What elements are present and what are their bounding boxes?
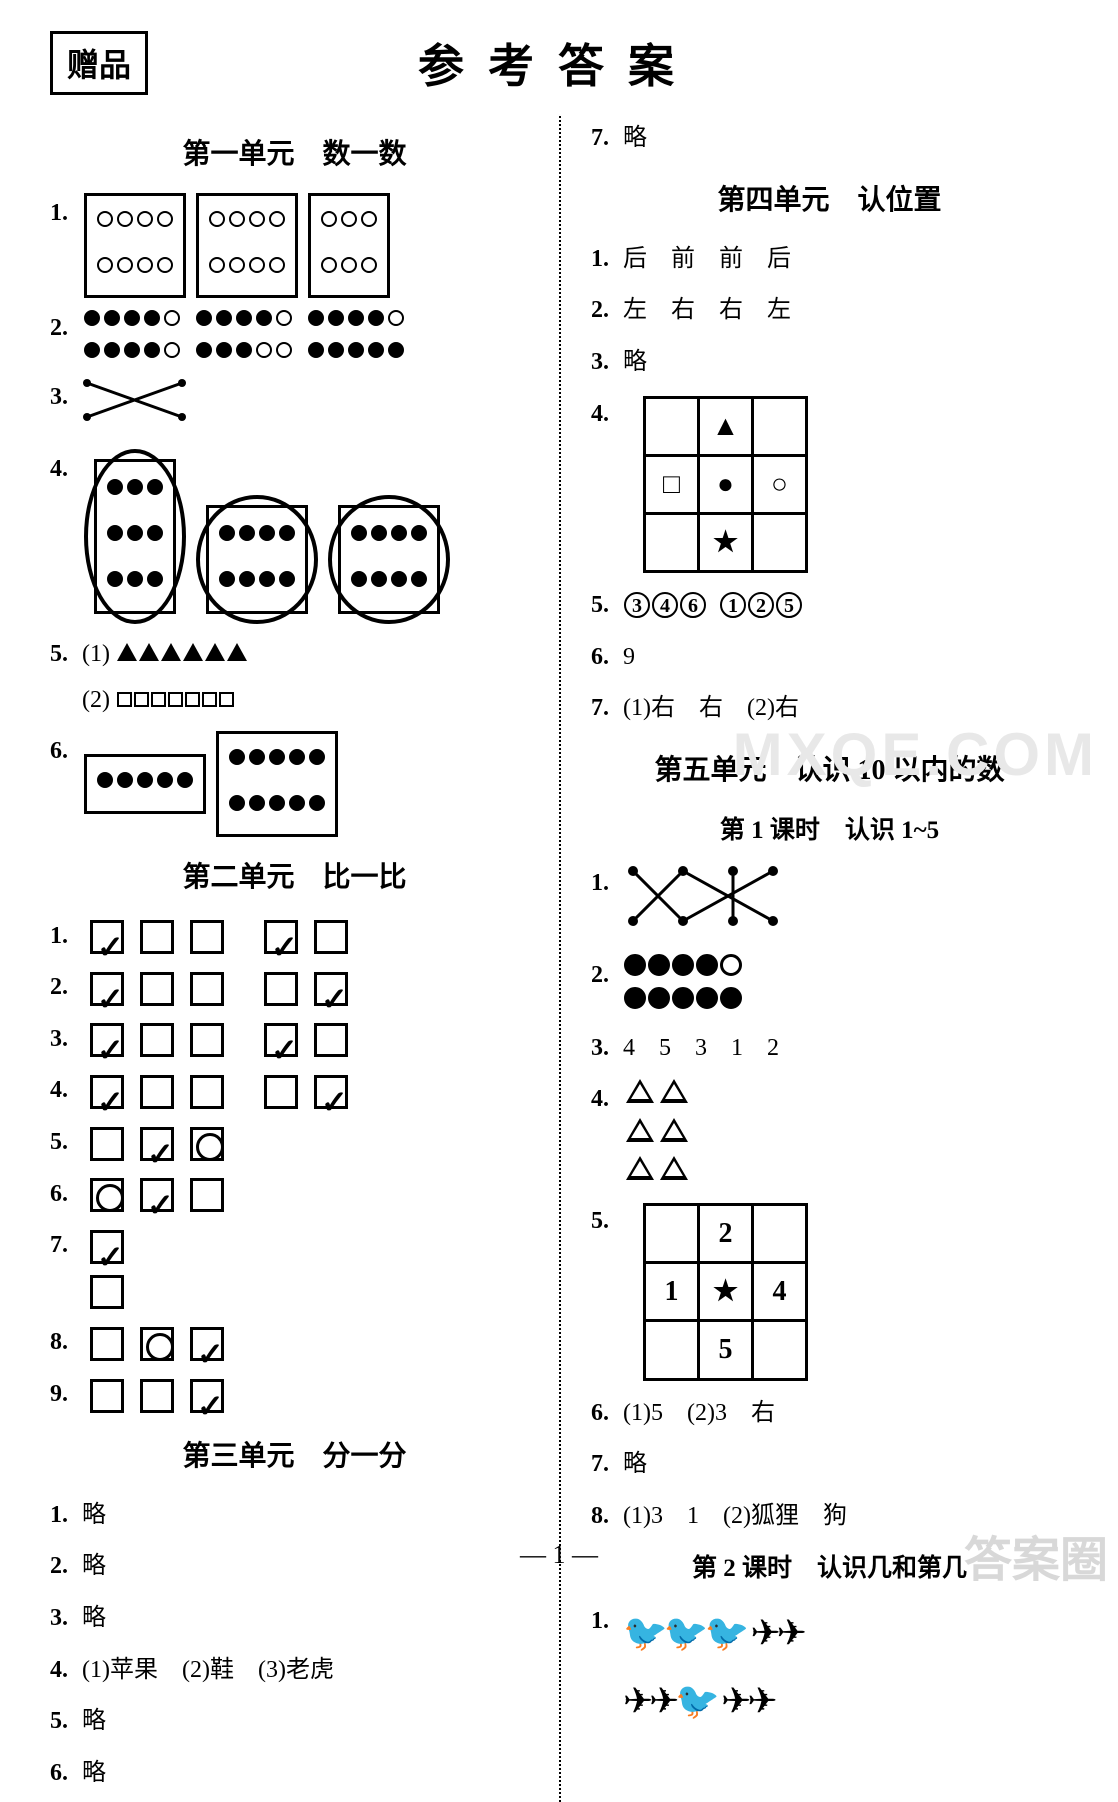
u3-row: 4.(1)苹果 (2)鞋 (3)老虎 <box>50 1648 539 1694</box>
cross-svg <box>82 375 192 425</box>
lesson1-title: 第 1 课时 认识 1~5 <box>591 807 1068 855</box>
u5-3: 4 5 3 1 2 <box>623 1026 1068 1072</box>
u2-row: 8. <box>50 1320 539 1366</box>
r-q7: 略 <box>623 116 1068 162</box>
u5-6: (1)5 (2)3 右 <box>623 1391 1068 1437</box>
q5: 5. (1) (2) <box>50 632 539 723</box>
unit3-title: 第三单元 分一分 <box>50 1430 539 1483</box>
u2-row: 1. <box>50 914 539 960</box>
u2-row: 5. <box>50 1120 539 1166</box>
u4-5: 346 125 <box>623 583 1068 629</box>
unit3-rows: 1.略2.略3.略4.(1)苹果 (2)鞋 (3)老虎5.略6.略 <box>50 1493 539 1797</box>
bird-row: 🐦🐦🐦 ✈✈✈✈🐦 ✈✈ <box>623 1599 1068 1736</box>
u4-2: 左 右 右 左 <box>623 288 1068 334</box>
u2-row: 3. <box>50 1017 539 1063</box>
unit1-title: 第一单元 数一数 <box>50 128 539 181</box>
page-number: — 1 — <box>0 1540 1118 1570</box>
page-title: 参考答案 <box>48 30 1068 96</box>
u4-grid: ▲□●○★ <box>643 396 808 574</box>
u3-row: 6.略 <box>50 1751 539 1797</box>
u2-row: 9. <box>50 1372 539 1418</box>
watermark2: 答案圈 <box>964 1520 1108 1590</box>
unit2-title: 第二单元 比一比 <box>50 851 539 904</box>
u2-row: 7. <box>50 1223 539 1314</box>
watermark: MXQE.COM <box>733 720 1098 789</box>
u5-grid: 21★45 <box>643 1203 808 1381</box>
q3: 3. <box>50 375 539 442</box>
u4-3: 略 <box>623 340 1068 386</box>
u5-7: 略 <box>623 1442 1068 1488</box>
u2-row: 6. <box>50 1172 539 1218</box>
u3-row: 5.略 <box>50 1699 539 1745</box>
cross2-svg <box>623 861 783 931</box>
u2-row: 4. <box>50 1068 539 1114</box>
q5-1-label: (1) <box>82 641 110 667</box>
q5-2-label: (2) <box>82 687 110 713</box>
q1: 1. <box>50 191 539 300</box>
unit2-rows: 1. 2. 3. 4. 5. 6. 7. 8. 9. <box>50 914 539 1418</box>
unit4-title: 第四单元 认位置 <box>591 174 1068 227</box>
u2-row: 2. <box>50 965 539 1011</box>
q2: 2. <box>50 306 539 368</box>
u4-6: 9 <box>623 635 1068 681</box>
u4-1: 后 前 前 后 <box>623 237 1068 283</box>
q4: 4. <box>50 447 539 626</box>
u3-row: 1.略 <box>50 1493 539 1539</box>
q6: 6. <box>50 729 539 838</box>
u3-row: 3.略 <box>50 1596 539 1642</box>
